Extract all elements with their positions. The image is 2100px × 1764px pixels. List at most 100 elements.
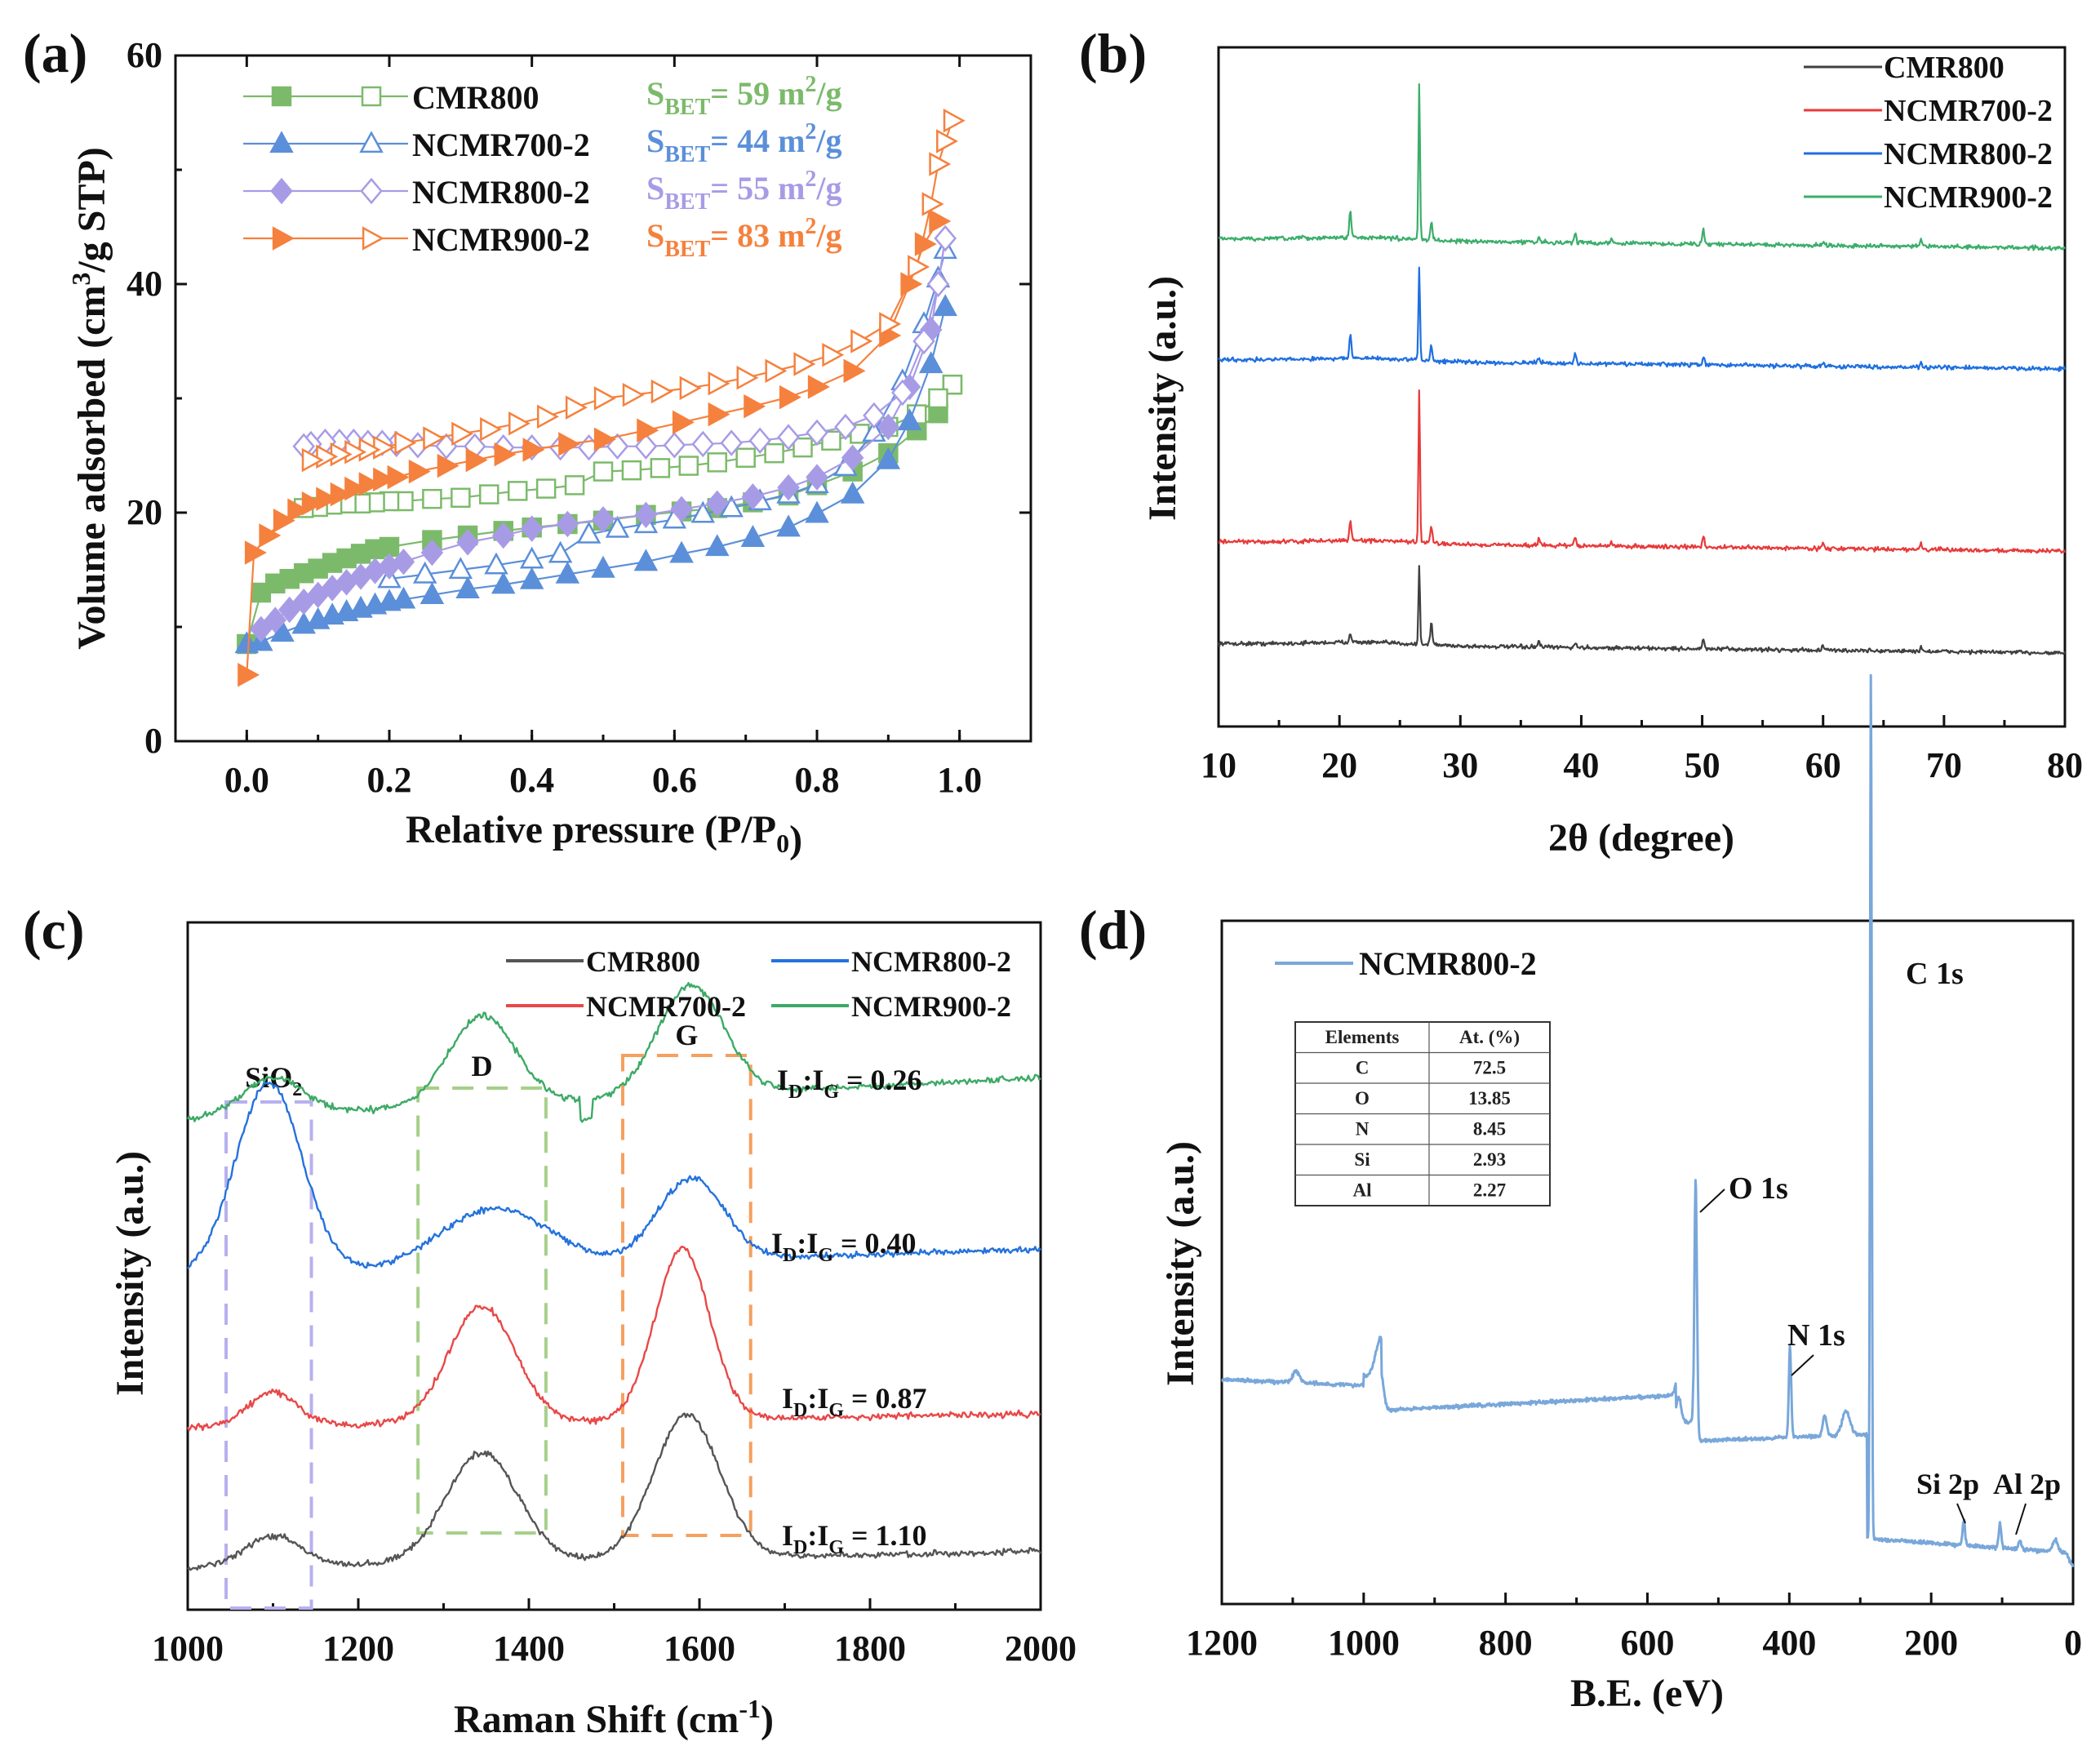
- adsorption-point-NCMR700-2: [876, 447, 901, 469]
- adsorption-point-NCMR900-2: [558, 432, 581, 456]
- leader-si2p: [1956, 1503, 1966, 1524]
- adsorption-point-NCMR700-2: [420, 581, 445, 604]
- adsorption-point-NCMR900-2: [807, 375, 830, 399]
- desorption-point-NCMR800-2: [720, 429, 743, 456]
- x-tick-label-c: 1800: [834, 1628, 906, 1668]
- adsorption-point-NCMR800-2: [841, 444, 864, 472]
- ratio-i: I: [782, 1382, 793, 1415]
- bet-sup: 2: [805, 167, 816, 192]
- panel-label-a: (a): [23, 22, 87, 84]
- x-tick-label-b: 60: [1805, 745, 1841, 785]
- adsorption-point-NCMR900-2: [914, 232, 937, 256]
- bet-value: = 55 m: [710, 170, 805, 207]
- bet-sup: 2: [805, 214, 816, 239]
- desorption-point-CMR800: [707, 452, 727, 473]
- x-tick-label-d: 1200: [1186, 1623, 1258, 1663]
- adsorption-point-NCMR700-2: [455, 575, 480, 598]
- adsorption-point-NCMR800-2: [250, 615, 273, 643]
- desorption-point-CMR800: [928, 388, 948, 409]
- legend-marker-open-a: [360, 177, 383, 205]
- adsorption-point-NCMR700-2: [776, 514, 801, 537]
- ratio-sub-d: D: [793, 1537, 807, 1558]
- ratio-eq: =: [839, 1064, 871, 1096]
- adsorption-point-NCMR700-2: [591, 555, 615, 578]
- ratio-label-CMR800: ID:IG = 1.10: [782, 1519, 927, 1558]
- x-axis-label-a: Relative pressure (P/P0): [406, 808, 802, 861]
- table-header: At. (%): [1459, 1027, 1520, 1047]
- desorption-point-NCMR900-2: [423, 426, 446, 451]
- ratio-label-NCMR800-2: ID:IG = 0.40: [771, 1227, 917, 1266]
- desorption-point-NCMR900-2: [765, 358, 788, 384]
- ratio-eq: =: [844, 1519, 876, 1552]
- y-axis-label-c: Intensity (a.u.): [109, 1151, 152, 1396]
- desorption-point-NCMR700-2: [484, 552, 508, 575]
- ratio-sub-g: G: [818, 1245, 833, 1266]
- desorption-point-CMR800: [678, 455, 699, 476]
- legend-label-b: CMR800: [1884, 51, 2005, 85]
- adsorption-point-NCMR800-2: [670, 495, 693, 523]
- desorption-point-NCMR900-2: [708, 371, 730, 396]
- x-axis-label-c: Raman Shift (cm-1): [454, 1694, 774, 1741]
- desorption-point-CMR800: [535, 478, 557, 499]
- adsorption-point-NCMR700-2: [555, 561, 580, 584]
- adsorption-point-NCMR700-2: [704, 534, 730, 557]
- x-tick-label-d: 800: [1479, 1623, 1533, 1663]
- x-tick-label-b: 30: [1442, 745, 1478, 785]
- desorption-point-NCMR700-2: [519, 546, 544, 569]
- bet-s: S: [646, 122, 664, 159]
- bet-sup: 2: [805, 119, 816, 144]
- desorption-point-CMR800: [792, 437, 813, 458]
- x-tick-label-d: 600: [1621, 1623, 1675, 1663]
- x-tick-label-b: 80: [2047, 745, 2083, 785]
- x-tick-label-c: 1600: [664, 1628, 735, 1668]
- xrd-pattern-NCMR800-2: [1218, 266, 2067, 372]
- desorption-point-NCMR900-2: [394, 430, 417, 455]
- table-cell-value: 2.27: [1473, 1180, 1506, 1201]
- x-tick-label-a: 1.0: [937, 760, 982, 800]
- adsorption-point-NCMR700-2: [933, 294, 957, 317]
- ratio-colon: :I: [797, 1227, 818, 1260]
- ratio-value: 0.87: [876, 1382, 927, 1415]
- adsorption-point-NCMR900-2: [708, 402, 730, 427]
- adsorption-point-NCMR800-2: [741, 483, 765, 510]
- bet-value: = 59 m: [710, 75, 805, 112]
- legend-label-c: NCMR700-2: [586, 990, 746, 1023]
- adsorption-point-NCMR900-2: [344, 476, 367, 501]
- table-cell-value: 13.85: [1468, 1088, 1511, 1109]
- desorption-point-NCMR700-2: [548, 540, 573, 563]
- desorption-point-NCMR900-2: [879, 312, 902, 336]
- ratio-sub-d: D: [793, 1400, 807, 1421]
- x-tick-label-c: 1000: [152, 1628, 224, 1668]
- bet-sub: BET: [664, 95, 710, 120]
- desorption-line-NCMR900-2: [310, 120, 953, 461]
- desorption-point-NCMR900-2: [301, 447, 324, 473]
- ratio-colon: :I: [807, 1519, 828, 1552]
- adsorption-point-NCMR900-2: [387, 464, 410, 490]
- panel-label-c: (c): [23, 899, 84, 961]
- adsorption-point-NCMR700-2: [918, 351, 943, 374]
- sio2-sub: 2: [292, 1079, 302, 1100]
- adsorption-point-NCMR900-2: [244, 540, 267, 565]
- peak-label-n1s: N 1s: [1787, 1318, 1845, 1353]
- adsorption-point-NCMR900-2: [259, 523, 282, 548]
- x-tick-label-d: 1000: [1328, 1623, 1400, 1663]
- panel-label-d: (d): [1079, 899, 1147, 961]
- adsorption-point-NCMR800-2: [777, 473, 800, 501]
- desorption-point-CMR800: [821, 430, 841, 451]
- adsorption-point-NCMR900-2: [672, 410, 695, 435]
- adsorption-point-NCMR900-2: [522, 438, 545, 462]
- adsorption-point-NCMR800-2: [556, 510, 579, 538]
- desorption-point-NCMR700-2: [448, 557, 473, 580]
- bet-sup: 2: [805, 72, 816, 97]
- desorption-point-NCMR900-2: [822, 343, 845, 367]
- desorption-point-CMR800: [451, 487, 471, 509]
- legend-label-a: NCMR900-2: [412, 221, 590, 258]
- desorption-point-CMR800: [735, 447, 756, 469]
- ratio-sub-d: D: [788, 1082, 802, 1103]
- adsorption-point-NCMR800-2: [264, 607, 287, 633]
- desorption-point-NCMR800-2: [926, 270, 950, 298]
- adsorption-point-NCMR700-2: [633, 549, 659, 571]
- adsorption-point-NCMR800-2: [491, 522, 515, 549]
- adsorption-point-NCMR900-2: [330, 482, 353, 507]
